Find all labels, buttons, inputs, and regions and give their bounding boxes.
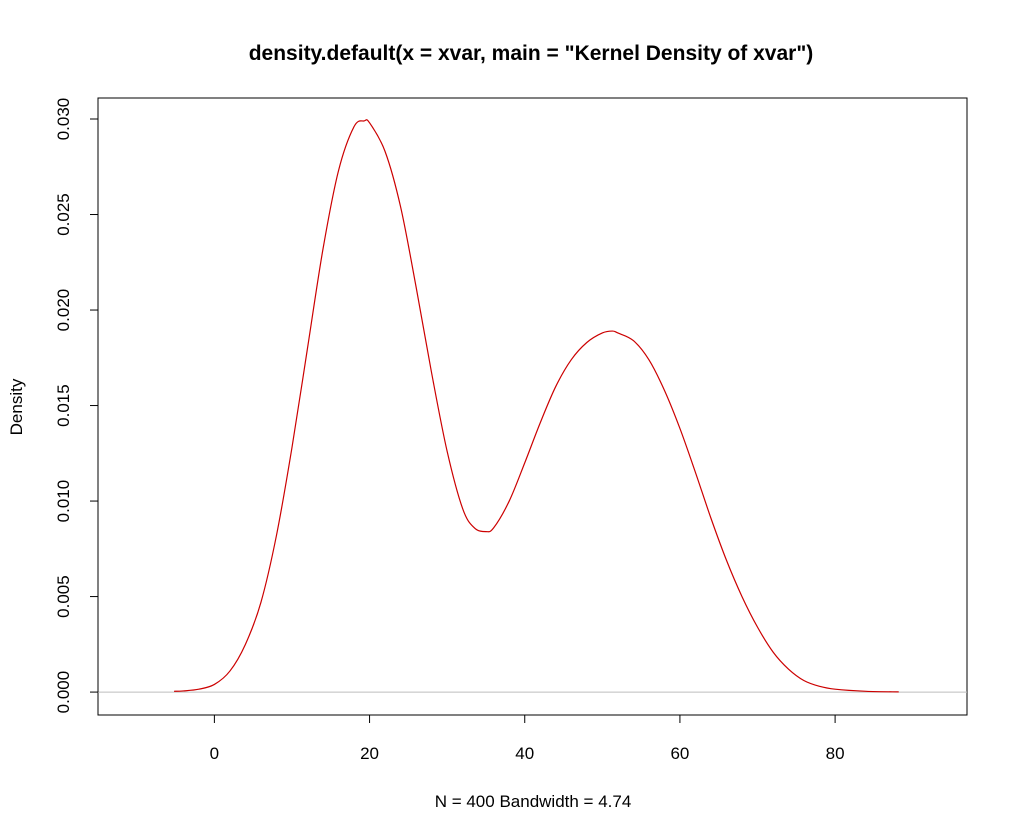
density-curve — [174, 119, 899, 693]
x-axis-label: N = 400 Bandwidth = 4.74 — [435, 792, 632, 811]
chart-title: density.default(x = xvar, main = "Kernel… — [249, 42, 814, 65]
y-tick-label: 0.000 — [54, 671, 73, 714]
x-axis: 0 20 40 60 80 — [210, 714, 845, 763]
x-tick-label: 0 — [210, 744, 219, 763]
y-tick-label: 0.030 — [54, 98, 73, 141]
y-axis-label: Density — [7, 378, 26, 435]
y-tick-label: 0.015 — [54, 384, 73, 427]
x-tick-label: 80 — [826, 744, 845, 763]
y-axis: 0.000 0.005 0.010 0.015 0.020 0.025 0.030 — [54, 98, 99, 714]
y-tick-label: 0.010 — [54, 480, 73, 523]
y-tick-label: 0.020 — [54, 289, 73, 332]
plot-box — [97, 97, 968, 716]
x-tick-label: 20 — [360, 744, 379, 763]
x-tick-label: 60 — [670, 744, 689, 763]
x-tick-label: 40 — [515, 744, 534, 763]
y-tick-label: 0.005 — [54, 575, 73, 618]
y-tick-label: 0.025 — [54, 193, 73, 236]
